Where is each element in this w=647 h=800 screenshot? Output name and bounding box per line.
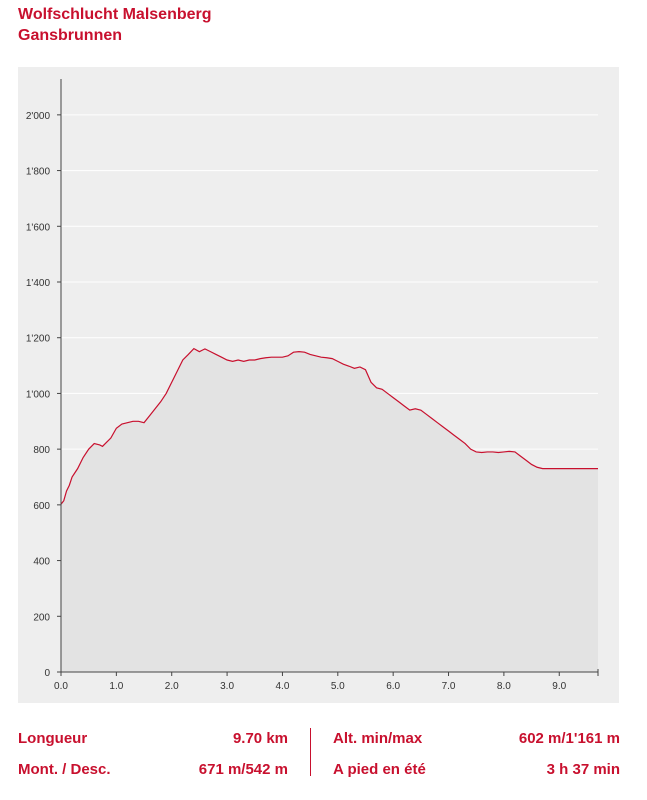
length-label: Longueur	[18, 730, 88, 747]
x-tick-label: 5.0	[331, 681, 345, 692]
route-title: Wolfschlucht Malsenberg Gansbrunnen	[18, 4, 212, 46]
x-tick-label: 6.0	[386, 681, 400, 692]
ascent-descent-value: 671 m/542 m	[198, 761, 288, 778]
elevation-line	[60, 347, 598, 505]
elevation-area	[61, 348, 598, 672]
x-tick-label: 3.0	[220, 681, 234, 692]
y-tick-label: 200	[33, 612, 50, 623]
y-tick-label: 2'000	[26, 111, 51, 122]
y-tick-label: 1'400	[26, 278, 51, 289]
elevation-profile-chart: 0 200 400 600 800 1'000 1'200 1'400 1'600 1'800 2'…	[18, 67, 619, 703]
y-tick-label: 1'600	[26, 222, 51, 233]
y-tick-label: 400	[33, 557, 50, 568]
x-tick-label: 2.0	[165, 681, 179, 692]
x-tick-label: 1.0	[109, 681, 123, 692]
y-tick-label: 1'800	[26, 167, 51, 178]
route-title-line2: Gansbrunnen	[18, 27, 123, 44]
x-tick-label: 4.0	[275, 681, 289, 692]
walking-time-value: 3 h 37 min	[546, 761, 620, 778]
altitude-min-max-label: Alt. min/max	[333, 730, 423, 747]
x-tick-label: 0.0	[54, 681, 68, 692]
x-tick-label: 9.0	[552, 681, 566, 692]
y-tick-label: 1'000	[26, 389, 51, 400]
y-tick-label: 800	[33, 445, 50, 456]
y-tick-label: 0	[44, 668, 50, 679]
stats-divider	[310, 728, 311, 776]
length-value: 9.70 km	[232, 730, 288, 747]
route-stats: Longueur 9.70 km Mont. / Desc. 671 m/542…	[0, 722, 647, 792]
route-title-line1: Wolfschlucht Malsenberg	[18, 6, 212, 23]
elevation-profile-svg: 0 200 400 600 800 1'000 1'200 1'400 1'600 1'800 2'…	[26, 79, 599, 692]
walking-time-label: A pied en été	[333, 761, 426, 778]
x-tick-label: 7.0	[442, 681, 456, 692]
ascent-descent-label: Mont. / Desc.	[18, 761, 111, 778]
y-tick-label: 600	[33, 501, 50, 512]
y-tick-label: 1'200	[26, 334, 51, 345]
altitude-min-max-value: 602 m/1'161 m	[518, 730, 620, 747]
x-tick-label: 8.0	[497, 681, 511, 692]
